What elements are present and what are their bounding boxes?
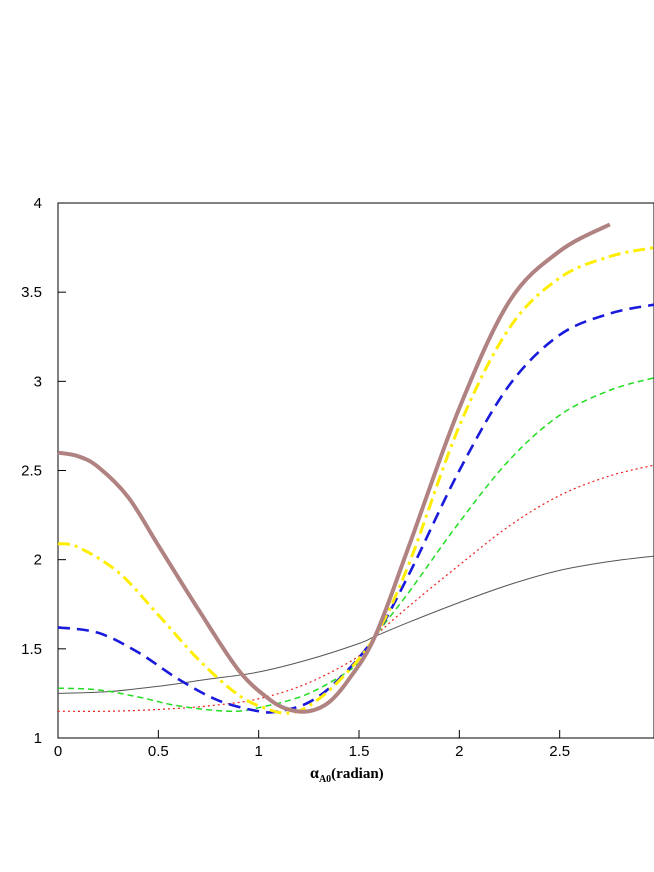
y-axis-ticks: 1 1.5 2 2.5 3 3.5 4 [21,195,66,747]
x-tick-label: 2 [455,743,463,760]
y-tick-label: 1 [34,730,42,747]
series-line-4 [57,303,654,714]
series-line-6 [57,222,611,714]
x-tick-label: 1.5 [349,743,370,760]
x-tick-label: 2.5 [549,743,570,760]
series-line-2 [57,464,654,712]
y-tick-label: 3 [34,373,42,390]
x-axis-symbol: α [310,765,319,782]
x-axis-ticks: 0 0.5 1 1.5 2 2.5 [54,730,570,760]
x-tick-label: 1 [255,743,263,760]
series-lines [57,222,654,715]
x-axis-suffix: (radian) [331,766,384,782]
y-tick-label: 1.5 [21,641,42,658]
x-tick-label: 0.5 [148,743,169,760]
x-axis-subscript: A0 [319,774,331,785]
y-tick-label: 2.5 [21,463,42,480]
x-tick-label: 0 [54,743,62,760]
y-tick-label: 4 [34,195,42,212]
y-tick-label: 2 [34,552,42,569]
x-axis-title: αA0(radian) [310,765,384,785]
series-line-1 [57,555,654,694]
series-line-3 [57,377,654,713]
y-tick-label: 3.5 [21,284,42,301]
series-line-5 [57,246,654,715]
